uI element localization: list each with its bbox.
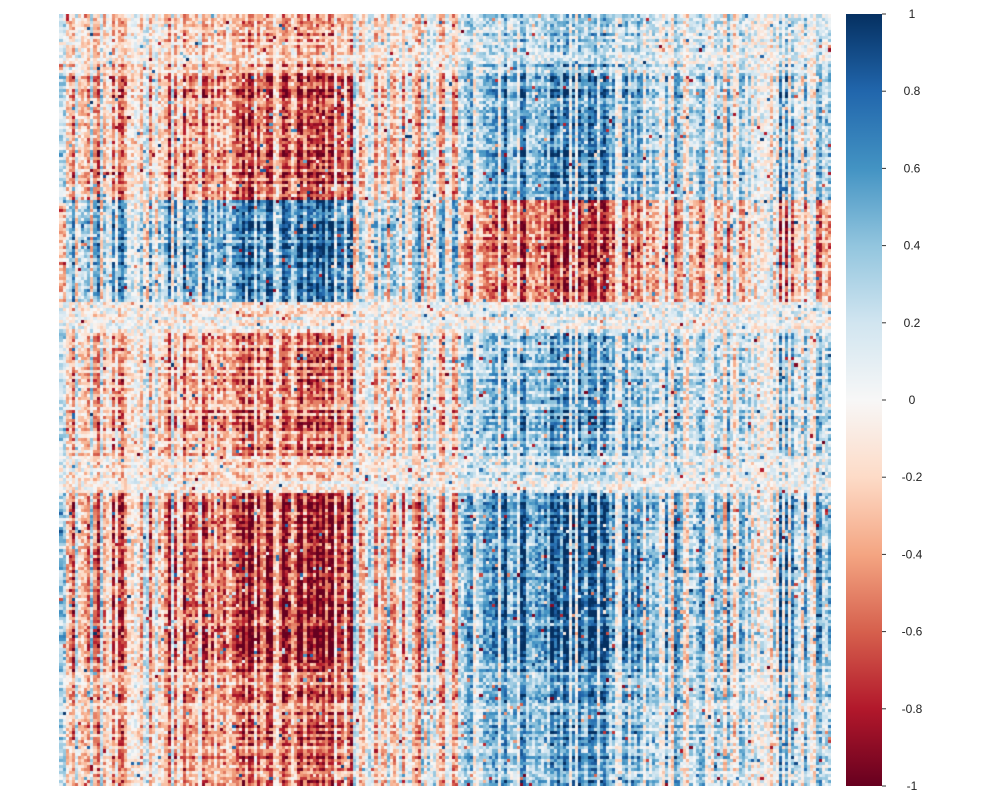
colorbar-tick-label: 0.6 (904, 161, 921, 175)
colorbar-tick-label: 0 (909, 393, 916, 407)
colorbar-tick-label: -0.2 (902, 470, 923, 484)
colorbar-tick-label: 1 (909, 7, 916, 21)
colorbar-tick-label: -1 (907, 779, 918, 793)
colorbar-tick-label: 0.8 (904, 84, 921, 98)
colorbar-tick-label: -0.4 (902, 547, 923, 561)
colorbar-tick-label: 0.2 (904, 316, 921, 330)
colorbar-tick-label: -0.6 (902, 625, 923, 639)
colorbar-legend: 1 0.8 0.6 0.4 0.2 0 -0.2 -0.4 -0.6 -0.8 -1 (846, 7, 923, 793)
colorbar-tick-label: 0.4 (904, 239, 921, 253)
colorbar-gradient (846, 14, 882, 786)
heatmap-plot (59, 14, 831, 786)
colorbar-tick-label: -0.8 (902, 702, 923, 716)
